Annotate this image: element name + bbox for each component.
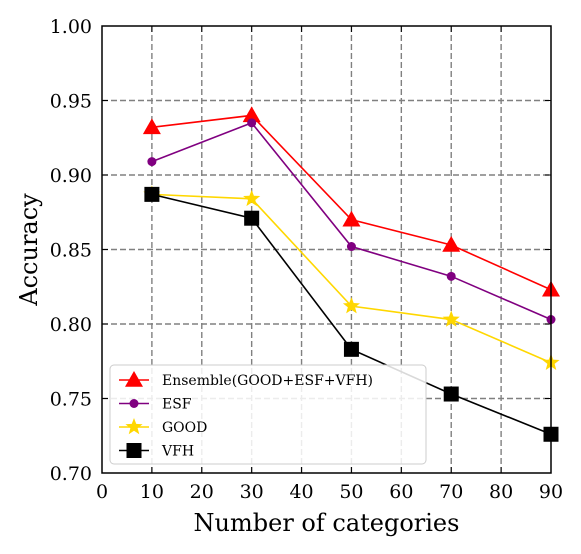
series-esf bbox=[147, 118, 556, 325]
legend-label: ESF bbox=[162, 397, 192, 413]
x-tick-label: 80 bbox=[489, 481, 513, 503]
y-tick-label: 0.70 bbox=[50, 463, 92, 485]
data-point bbox=[346, 242, 356, 252]
y-tick-label: 0.90 bbox=[50, 165, 92, 187]
y-axis-label: Accuracy bbox=[15, 193, 43, 307]
legend-item: GOOD bbox=[119, 418, 207, 436]
legend-marker bbox=[125, 371, 143, 387]
data-point bbox=[243, 189, 261, 207]
ticks: 0 10 20 30 40 50 60 70 80 90 0.70 0.75 0.80 0.85 0.90 0… bbox=[50, 16, 563, 503]
x-tick-label: 50 bbox=[339, 481, 363, 503]
data-point bbox=[343, 341, 359, 357]
y-tick-label: 0.95 bbox=[50, 91, 92, 113]
y-tick-label: 0.85 bbox=[50, 240, 92, 262]
data-point bbox=[247, 118, 257, 128]
legend: Ensemble(GOOD+ESF+VFH) ESF GOOD VFH bbox=[109, 364, 427, 465]
data-point bbox=[442, 236, 461, 252]
legend-item: ESF bbox=[119, 397, 192, 413]
x-tick-label: 0 bbox=[96, 481, 108, 503]
x-tick-label: 60 bbox=[389, 481, 413, 503]
legend-label: Ensemble(GOOD+ESF+VFH) bbox=[162, 373, 373, 389]
data-point bbox=[342, 210, 361, 227]
x-tick-label: 40 bbox=[289, 481, 313, 503]
legend-marker bbox=[129, 399, 139, 408]
data-point bbox=[443, 386, 459, 402]
y-tick-label: 0.80 bbox=[50, 314, 92, 336]
data-point bbox=[147, 157, 157, 167]
x-tick-label: 10 bbox=[140, 481, 164, 503]
x-axis-label: Number of categories bbox=[194, 509, 460, 537]
legend-marker bbox=[125, 418, 143, 435]
data-point bbox=[442, 310, 460, 327]
data-point bbox=[242, 106, 261, 123]
legend-box bbox=[109, 364, 427, 465]
legend-label: VFH bbox=[161, 444, 194, 460]
data-point bbox=[342, 297, 360, 314]
legend-marker bbox=[126, 443, 142, 458]
data-point bbox=[144, 186, 160, 202]
data-point bbox=[142, 118, 161, 135]
x-tick-label: 90 bbox=[539, 481, 563, 503]
data-point bbox=[244, 210, 260, 226]
legend-item: Ensemble(GOOD+ESF+VFH) bbox=[119, 371, 373, 389]
series-vfh bbox=[144, 186, 559, 442]
legend-label: GOOD bbox=[162, 420, 207, 436]
legend-item: VFH bbox=[119, 443, 194, 460]
x-tick-label: 20 bbox=[190, 481, 214, 503]
x-tick-label: 70 bbox=[439, 481, 463, 503]
y-tick-label: 1.00 bbox=[50, 16, 92, 38]
x-tick-label: 30 bbox=[240, 481, 264, 503]
y-tick-label: 0.75 bbox=[50, 389, 92, 411]
data-point bbox=[446, 271, 456, 281]
